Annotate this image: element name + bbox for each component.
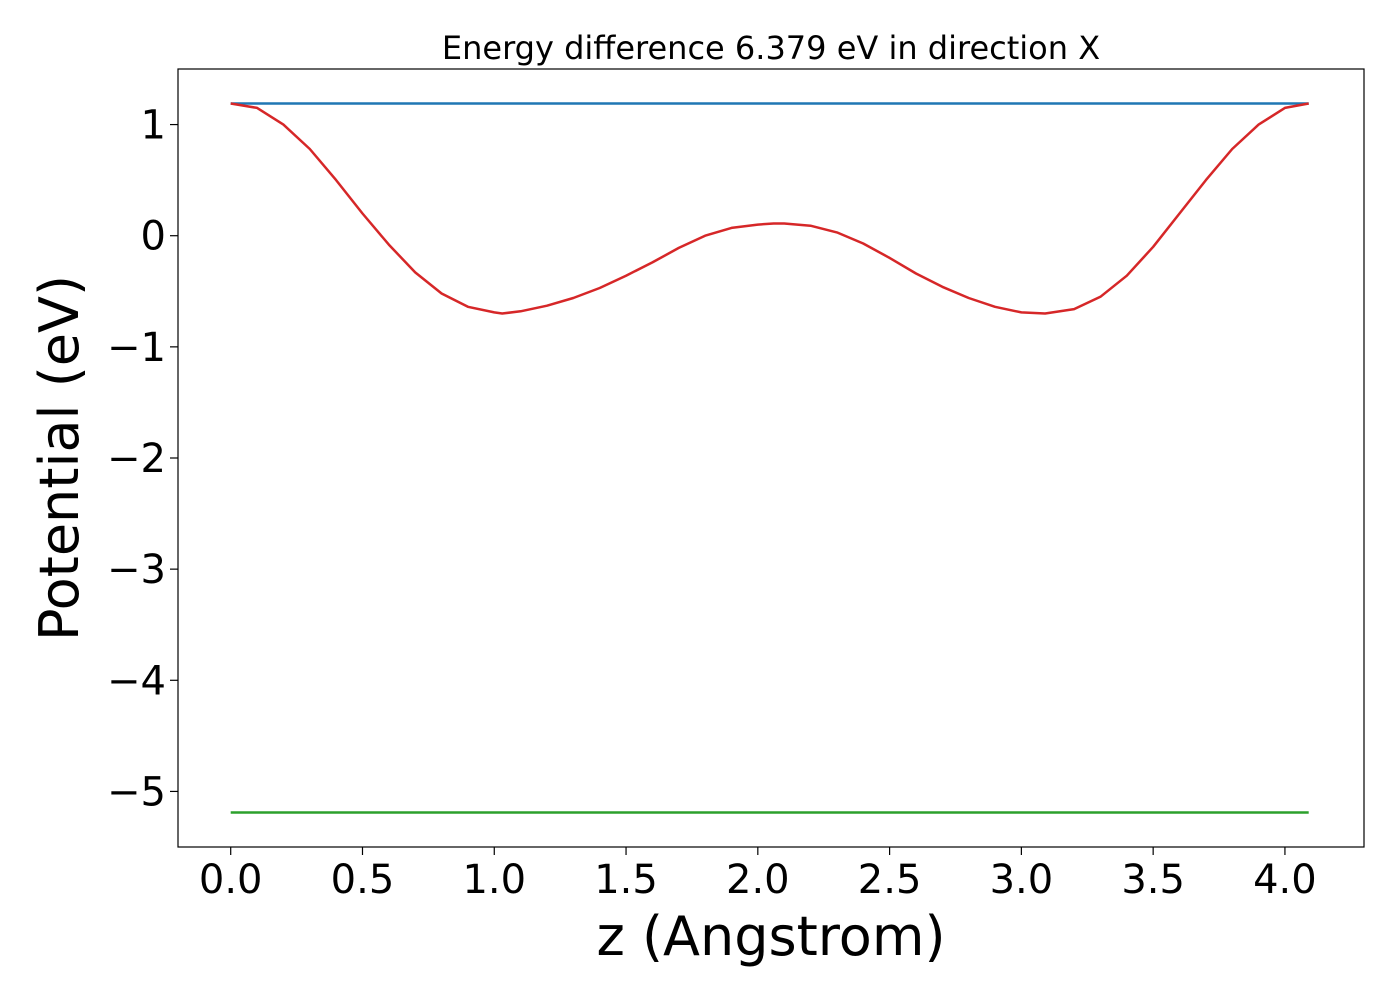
y-tick-label: 0 bbox=[141, 214, 166, 260]
x-tick-label: 0.5 bbox=[331, 857, 395, 903]
y-tick-label: −5 bbox=[107, 769, 166, 815]
plot-frame bbox=[177, 68, 1365, 848]
x-axis-label: z (Angstrom) bbox=[596, 905, 945, 968]
series-layer bbox=[230, 102, 1309, 814]
x-tick-label: 1.0 bbox=[462, 857, 526, 903]
y-axis: 1 0 −1 −2 −3 −4 −5 bbox=[107, 103, 178, 815]
x-tick-label: 4.0 bbox=[1253, 857, 1317, 903]
y-axis-label: Potential (eV) bbox=[28, 275, 91, 641]
x-tick-label: 2.0 bbox=[726, 857, 790, 903]
y-tick-label: 1 bbox=[141, 103, 166, 149]
series-line-3 bbox=[230, 102, 1309, 315]
y-tick-label: −1 bbox=[107, 325, 166, 371]
x-tick-label: 3.5 bbox=[1121, 857, 1185, 903]
x-tick-label: 1.5 bbox=[594, 857, 658, 903]
x-axis: 0.0 0.5 1.0 1.5 2.0 2.5 3.0 3.5 4.0 bbox=[199, 847, 1317, 903]
y-tick-label: −4 bbox=[107, 658, 166, 704]
x-tick-label: 3.0 bbox=[990, 857, 1054, 903]
chart-title: Energy difference 6.379 eV in direction … bbox=[442, 29, 1100, 67]
y-tick-label: −3 bbox=[107, 547, 166, 593]
x-tick-label: 2.5 bbox=[858, 857, 922, 903]
x-tick-label: 0.0 bbox=[199, 857, 263, 903]
y-tick-label: −2 bbox=[107, 436, 166, 482]
